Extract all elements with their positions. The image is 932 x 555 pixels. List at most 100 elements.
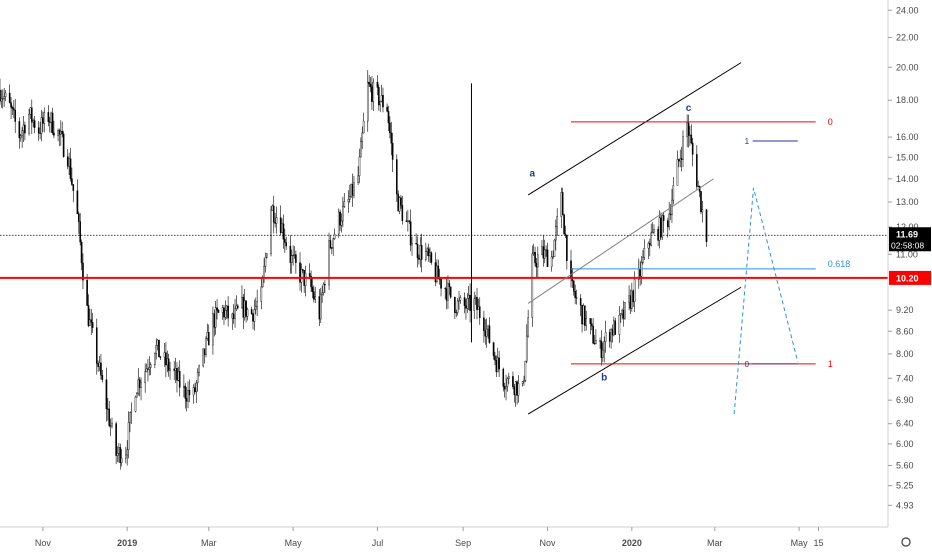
candle-body <box>494 355 496 361</box>
candle-body <box>458 299 460 302</box>
candle-body <box>47 112 50 122</box>
candle-body <box>676 159 679 186</box>
candle-body <box>177 371 180 381</box>
candle-body <box>397 193 399 212</box>
date-axis-bg <box>0 527 888 550</box>
candle-body <box>485 328 488 337</box>
candle-body <box>456 300 459 313</box>
price-tick-label: 18.00 <box>896 95 919 105</box>
candle-body <box>78 213 80 222</box>
candle-body <box>498 357 500 370</box>
candle-body <box>378 87 380 106</box>
candle-body <box>8 92 11 103</box>
candle-body <box>216 307 218 311</box>
candle-body <box>610 329 612 342</box>
candle-body <box>187 389 189 402</box>
candle-body <box>496 357 499 372</box>
date-tick-label: May <box>791 538 809 548</box>
candle-body <box>595 340 597 345</box>
price-tick-label: 14.00 <box>896 174 919 184</box>
date-tick-label: May <box>285 538 303 548</box>
candle-body <box>279 217 282 233</box>
candle-body <box>71 178 73 185</box>
candle-body <box>69 158 72 179</box>
support-price-badge <box>889 270 931 285</box>
candle-body <box>531 253 534 318</box>
candle-body <box>350 183 352 197</box>
candle-body <box>147 368 149 370</box>
candle-body <box>527 317 529 337</box>
candle-body <box>310 276 312 288</box>
candle-body <box>284 239 286 243</box>
candle-body <box>144 371 146 384</box>
candle-body <box>235 305 238 309</box>
candle-body <box>666 220 669 228</box>
candle-body <box>293 254 296 256</box>
candle-body <box>58 130 61 135</box>
candle-body <box>87 305 90 326</box>
candle-body <box>488 325 491 343</box>
candle-body <box>205 338 207 355</box>
candle-body <box>3 96 5 99</box>
candle-body <box>572 280 575 292</box>
candle-body <box>166 358 169 366</box>
candle-body <box>604 332 607 342</box>
candle-body <box>300 269 303 283</box>
candle-body <box>369 83 372 87</box>
candle-body <box>231 313 234 319</box>
price-tick-label: 16.00 <box>896 132 919 142</box>
candle-body <box>687 122 690 136</box>
candle-body <box>32 120 34 123</box>
candle-body <box>221 307 224 313</box>
candle-body <box>0 89 1 102</box>
candle-body <box>593 342 596 345</box>
candle-body <box>506 378 509 387</box>
candle-body <box>430 252 433 263</box>
candle-body <box>89 319 91 326</box>
candle-body <box>560 192 563 217</box>
candle-body <box>357 175 359 183</box>
candle-body <box>227 305 229 319</box>
candle-body <box>696 154 698 187</box>
candle-body <box>691 142 694 155</box>
candle-body <box>115 423 117 456</box>
candle-body <box>589 318 592 324</box>
candle-body <box>621 309 623 315</box>
candle-body <box>224 310 227 318</box>
candle-body <box>207 332 210 346</box>
candle-body <box>33 120 36 128</box>
gear-icon <box>901 537 911 547</box>
candle-body <box>198 365 200 373</box>
candle-body <box>436 265 438 283</box>
candle-body <box>700 191 702 213</box>
candle-body <box>678 159 680 162</box>
candle-body <box>398 197 401 212</box>
candle-body <box>658 217 661 241</box>
date-tick-label: 15 <box>813 538 823 548</box>
candle-body <box>574 290 576 298</box>
candle-body <box>669 213 672 216</box>
candle-body <box>195 382 198 392</box>
candle-body <box>682 136 684 160</box>
candle-body <box>448 283 451 288</box>
candle-body <box>618 314 621 335</box>
candle-body <box>30 107 33 123</box>
candle-body <box>167 358 170 371</box>
candle-body <box>561 192 564 216</box>
projection-start-label: 1 <box>745 137 750 146</box>
candle-body <box>672 185 675 201</box>
candle-body <box>517 383 520 396</box>
candle-body <box>184 385 187 399</box>
candle-body <box>24 124 26 134</box>
candle-body <box>679 158 682 162</box>
candle-body <box>134 396 137 412</box>
candle-body <box>263 266 265 278</box>
candle-body <box>322 284 325 294</box>
candle-body <box>42 117 44 124</box>
candle-body <box>242 296 245 318</box>
price-tick-label: 7.40 <box>896 373 914 383</box>
candle-body <box>68 158 70 167</box>
